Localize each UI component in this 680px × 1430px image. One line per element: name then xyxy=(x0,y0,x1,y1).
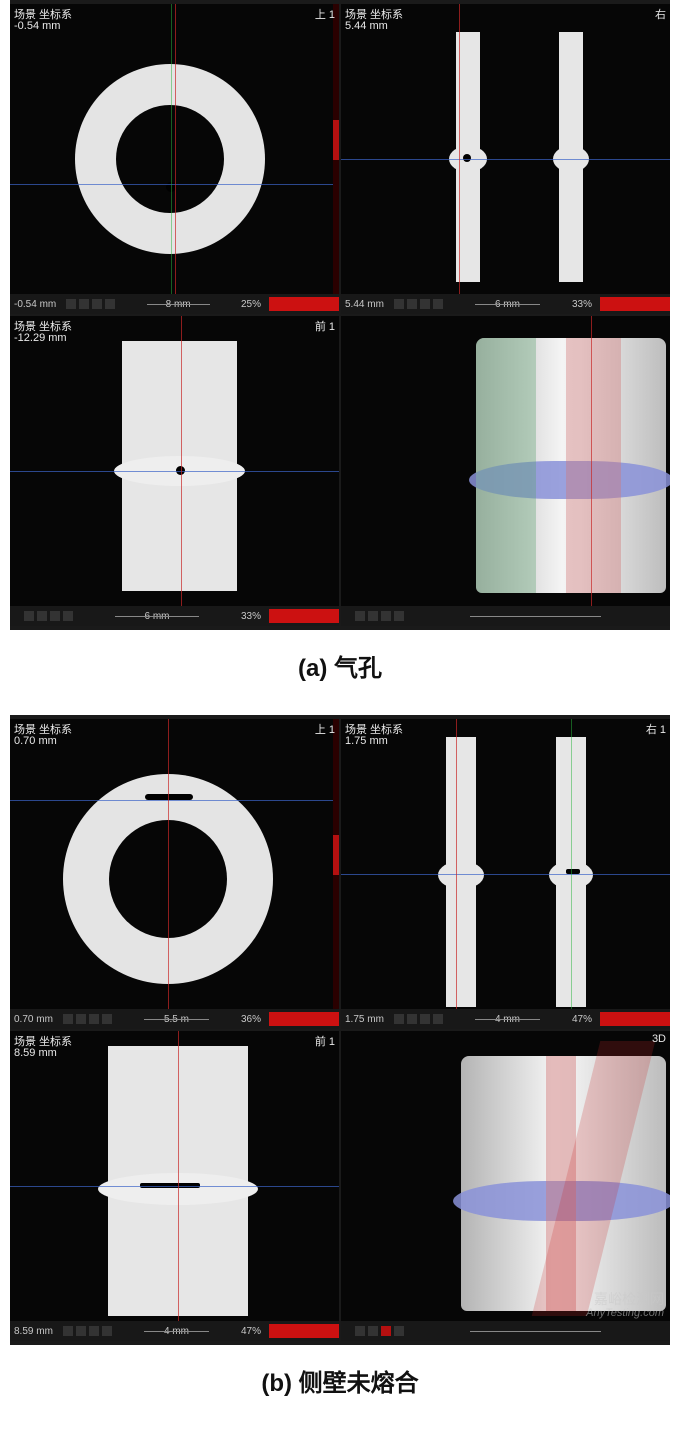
pane-a-right[interactable]: 场景 坐标系 右 5.44 mm 5.44 mm 6 mm 33% xyxy=(341,4,670,314)
footer-zoom: 33% xyxy=(572,299,596,310)
pane-view: 上 1 xyxy=(315,6,335,22)
pane-view: 上 1 xyxy=(315,721,335,737)
footer-scale: 4 mm xyxy=(443,1014,572,1025)
pane-view: 前 1 xyxy=(315,318,335,334)
pane-a-3d[interactable] xyxy=(341,316,670,626)
pane-footer: 0.70 mm 5.5 m 36% xyxy=(10,1009,339,1029)
axis-horizontal xyxy=(341,874,670,875)
pane-b-top[interactable]: 场景 坐标系 上 1 0.70 mm #ringB::after{left:46… xyxy=(10,719,339,1029)
figure-a: 场景 坐标系 上 1 -0.54 mm .pane:nth-child(1) .… xyxy=(0,0,680,705)
figure-b: 场景 坐标系 上 1 0.70 mm #ringB::after{left:46… xyxy=(0,715,680,1420)
defect-pore xyxy=(463,154,471,162)
pane-footer: -0.54 mm 8 mm 25% xyxy=(10,294,339,314)
axis-vertical xyxy=(181,316,182,606)
tint-red xyxy=(566,338,621,593)
axis-horizontal xyxy=(341,159,670,160)
footer-zoom: 25% xyxy=(241,299,265,310)
ct-ring xyxy=(75,64,265,254)
watermark-line1: 嘉峪检测网 xyxy=(586,1292,664,1307)
footer-scale: 5.5 m xyxy=(112,1014,241,1025)
quad-b: 场景 坐标系 上 1 0.70 mm #ringB::after{left:46… xyxy=(10,715,670,1345)
pane-footer xyxy=(341,1321,670,1341)
pane-header: 场景 坐标系 右 1 xyxy=(345,721,666,737)
caption-a: (a) 气孔 xyxy=(0,630,680,705)
pane-b-right[interactable]: 场景 坐标系 右 1 1.75 mm 1.75 mm 4 mm 47% xyxy=(341,719,670,1029)
pane-coord: 5.44 mm xyxy=(345,20,388,32)
footer-toolbar[interactable] xyxy=(66,299,115,309)
pane-coord: -0.54 mm xyxy=(14,20,60,32)
footer-toolbar[interactable] xyxy=(394,299,443,309)
footer-scale: 6 mm xyxy=(73,611,241,622)
pane-a-front[interactable]: 场景 坐标系 前 1 -12.29 mm 6 mm 33% xyxy=(10,316,339,626)
pane-coord: -12.29 mm xyxy=(14,332,67,344)
pane-coord: 1.75 mm xyxy=(345,735,388,747)
footer-toolbar[interactable] xyxy=(63,1326,112,1336)
footer-toolbar[interactable] xyxy=(355,1326,404,1336)
axis-vertical xyxy=(178,1031,179,1321)
footer-redbar xyxy=(269,297,339,311)
pane-view: 前 1 xyxy=(315,1033,335,1049)
footer-zoom: 36% xyxy=(241,1014,265,1025)
footer-coord: 0.70 mm xyxy=(10,1014,53,1025)
pane-header: 场景 坐标系 上 1 xyxy=(14,6,335,22)
pane-footer: 1.75 mm 4 mm 47% xyxy=(341,1009,670,1029)
pane-footer xyxy=(341,606,670,626)
watermark-line2: AnyTesting.com xyxy=(586,1307,664,1319)
tint-green xyxy=(476,338,536,593)
footer-toolbar[interactable] xyxy=(63,1014,112,1024)
footer-scale: 4 mm xyxy=(112,1326,241,1337)
watermark: 嘉峪检测网 AnyTesting.com xyxy=(586,1292,664,1319)
footer-toolbar[interactable] xyxy=(394,1014,443,1024)
footer-coord: -0.54 mm xyxy=(10,299,56,310)
footer-zoom: 47% xyxy=(241,1326,265,1337)
pane-view: 右 xyxy=(655,6,666,22)
pane-view: 3D xyxy=(652,1033,666,1045)
side-indicator xyxy=(333,719,339,1009)
axis-vertical xyxy=(459,4,460,294)
weld-bulge xyxy=(438,861,484,889)
pane-header: 场景 坐标系 上 1 xyxy=(14,721,335,737)
axis-horizontal xyxy=(10,1186,339,1187)
pane-coord: 8.59 mm xyxy=(14,1047,57,1059)
axis-green xyxy=(571,719,572,1009)
footer-redbar xyxy=(269,1324,339,1338)
pane-header: 场景 坐标系 前 1 xyxy=(14,1033,335,1049)
pane-header: 场景 坐标系 右 xyxy=(345,6,666,22)
axis-horizontal xyxy=(10,800,339,801)
footer-redbar xyxy=(600,1012,670,1026)
side-indicator xyxy=(333,4,339,294)
footer-scale: 8 mm xyxy=(115,299,241,310)
axis-vertical xyxy=(175,4,176,294)
axis-horizontal xyxy=(10,471,339,472)
footer-coord: 8.59 mm xyxy=(10,1326,53,1337)
pane-footer: 6 mm 33% xyxy=(10,606,339,626)
axis-vertical xyxy=(456,719,457,1009)
axis-green xyxy=(171,4,172,294)
footer-zoom: 33% xyxy=(241,611,265,622)
pane-a-top[interactable]: 场景 坐标系 上 1 -0.54 mm .pane:nth-child(1) .… xyxy=(10,4,339,314)
footer-scale: 6 mm xyxy=(443,299,572,310)
pane-coord: 0.70 mm xyxy=(14,735,57,747)
footer-coord: 5.44 mm xyxy=(341,299,384,310)
footer-toolbar[interactable] xyxy=(24,611,73,621)
footer-redbar xyxy=(600,297,670,311)
footer-redbar xyxy=(269,1012,339,1026)
pane-header: 3D xyxy=(345,1033,666,1045)
footer-zoom: 47% xyxy=(572,1014,596,1025)
pane-footer: 8.59 mm 4 mm 47% xyxy=(10,1321,339,1341)
footer-coord: 1.75 mm xyxy=(341,1014,384,1025)
quad-a: 场景 坐标系 上 1 -0.54 mm .pane:nth-child(1) .… xyxy=(10,0,670,630)
footer-redbar xyxy=(269,609,339,623)
axis-vertical xyxy=(168,719,169,1009)
pane-footer: 5.44 mm 6 mm 33% xyxy=(341,294,670,314)
footer-toolbar[interactable] xyxy=(355,611,404,621)
caption-b: (b) 侧壁未熔合 xyxy=(0,1345,680,1420)
pane-b-3d[interactable]: 3D 嘉峪检测网 AnyTesting.com xyxy=(341,1031,670,1341)
pane-b-front[interactable]: 场景 坐标系 前 1 8.59 mm 8.59 mm 4 mm 47% xyxy=(10,1031,339,1341)
pane-view: 右 1 xyxy=(646,721,666,737)
axis-vertical xyxy=(591,316,592,606)
